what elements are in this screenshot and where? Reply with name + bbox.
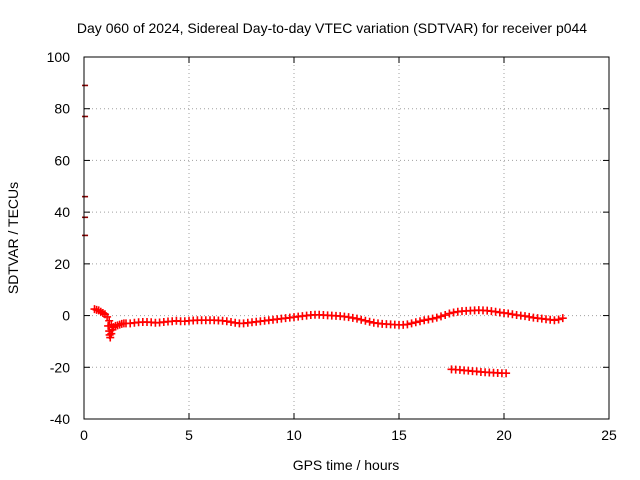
data-point <box>411 318 420 327</box>
axis-ticks: 0 5 10 15 20 25 -40 -20 0 20 40 60 80 100 <box>47 49 617 443</box>
y-axis-label: SDTVAR / TECUs <box>5 182 21 294</box>
data-point <box>558 314 567 323</box>
y-tick-label: 60 <box>54 152 70 168</box>
data-point <box>403 320 412 329</box>
y-tick-label: 0 <box>62 308 70 324</box>
data-point <box>554 315 563 324</box>
data-point <box>361 316 370 325</box>
data-point <box>416 317 424 326</box>
y-tick-label: 100 <box>47 49 71 65</box>
data-point <box>441 311 450 320</box>
data-point <box>502 369 511 378</box>
data-point <box>353 314 361 323</box>
y-tick-label: -20 <box>50 359 70 375</box>
y-tick-label: 20 <box>54 256 70 272</box>
data-point <box>104 321 113 330</box>
data-point <box>428 314 437 323</box>
data-point <box>407 319 416 328</box>
y-tick-label: -40 <box>50 411 70 427</box>
data-point <box>437 312 445 321</box>
data-point <box>106 333 115 342</box>
x-tick-label: 5 <box>185 427 193 443</box>
series-2 <box>447 365 511 378</box>
data-point <box>432 313 441 322</box>
data-point <box>365 317 374 326</box>
x-tick-label: 20 <box>496 427 512 443</box>
data-point <box>109 323 118 332</box>
data-points <box>82 84 567 378</box>
series-3 <box>82 84 89 237</box>
x-tick-label: 10 <box>286 427 302 443</box>
x-tick-label: 15 <box>391 427 407 443</box>
plot-frame <box>83 56 610 420</box>
x-tick-label: 0 <box>80 427 88 443</box>
data-point <box>107 329 116 338</box>
y-tick-label: 40 <box>54 204 70 220</box>
series-1 <box>104 321 118 342</box>
x-axis-label: GPS time / hours <box>293 457 400 473</box>
data-point <box>357 315 366 324</box>
data-point <box>445 309 454 318</box>
chart-title: Day 060 of 2024, Sidereal Day-to-day VTE… <box>77 20 587 36</box>
x-tick-label: 25 <box>601 427 617 443</box>
grid-lines <box>84 57 609 419</box>
series-0 <box>90 305 567 332</box>
y-tick-label: 80 <box>54 101 70 117</box>
